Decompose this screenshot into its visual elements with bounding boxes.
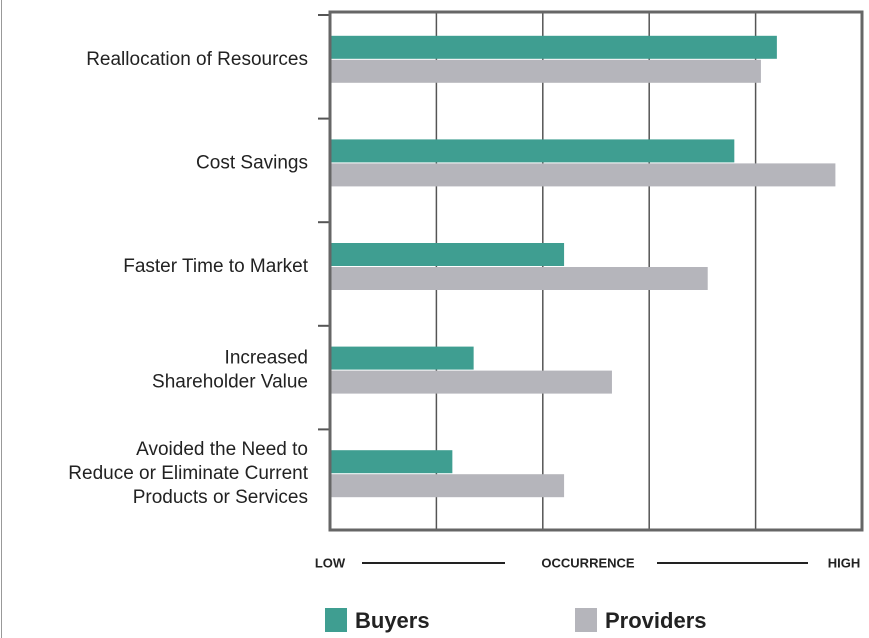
category-label: Products or Services [133,487,308,508]
category-label: Shareholder Value [152,372,308,393]
bar [330,243,565,266]
bar [330,267,708,290]
axis-low: LOW [315,555,346,570]
category-label: Avoided the Need to [136,439,308,460]
legend-swatch [325,608,347,632]
bar [330,346,474,370]
axis-high: HIGH [828,555,861,570]
axis-title: OCCURRENCE [541,555,635,570]
bar [330,450,453,474]
bar [330,59,761,83]
category-label: Increased [225,348,308,369]
legend-label: Providers [605,608,707,633]
category-label: Faster Time to Market [123,256,308,277]
bar [330,474,565,498]
bar [330,370,612,394]
bar [330,35,777,59]
legend-label: Buyers [355,608,430,633]
category-label: Cost Savings [196,152,308,173]
category-label: Reallocation of Resources [86,49,308,70]
category-label: Reduce or Eliminate Current [68,463,308,484]
bar [330,139,735,163]
legend-swatch [575,608,597,632]
bar [330,163,836,187]
plot-frame [328,10,864,532]
